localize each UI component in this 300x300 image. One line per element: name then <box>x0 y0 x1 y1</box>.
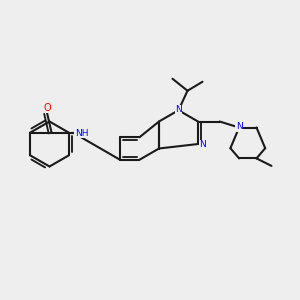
Text: N: N <box>236 122 242 131</box>
Text: O: O <box>43 103 51 113</box>
Text: NH: NH <box>75 129 88 138</box>
Text: N: N <box>175 105 182 114</box>
Text: N: N <box>200 140 206 149</box>
